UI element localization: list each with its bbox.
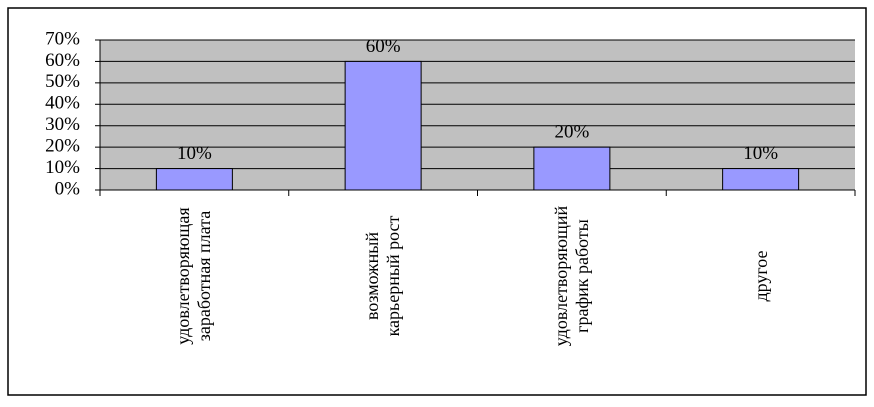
bar (533, 146, 611, 191)
value-label: 10% (177, 143, 212, 164)
x-tick-label: другое (736, 201, 786, 381)
category-text: удовлетворяющая заработная плата (173, 207, 215, 345)
y-tick-label: 40% (45, 93, 80, 114)
plot-area (100, 40, 855, 190)
y-tick-label: 30% (45, 114, 80, 135)
value-label: 10% (743, 143, 778, 164)
y-tick-label: 20% (45, 136, 80, 157)
value-label: 20% (554, 122, 589, 143)
x-tick-label: возможный карьерный рост (358, 201, 408, 381)
category-text: возможный карьерный рост (362, 215, 404, 337)
y-tick-label: 60% (45, 50, 80, 71)
x-tick-label: удовлетворяющий график работы (547, 201, 597, 381)
bar (155, 168, 233, 191)
y-tick-label: 0% (55, 178, 81, 199)
y-tick-label: 70% (45, 28, 80, 49)
bar (344, 60, 422, 191)
bar (722, 168, 800, 191)
category-text: другое (750, 250, 771, 302)
x-tick-label: удовлетворяющая заработная плата (169, 201, 219, 381)
y-tick-label: 10% (45, 157, 80, 178)
category-text: удовлетворяющий график работы (550, 205, 592, 347)
y-tick-label: 50% (45, 71, 80, 92)
value-label: 60% (366, 36, 401, 57)
